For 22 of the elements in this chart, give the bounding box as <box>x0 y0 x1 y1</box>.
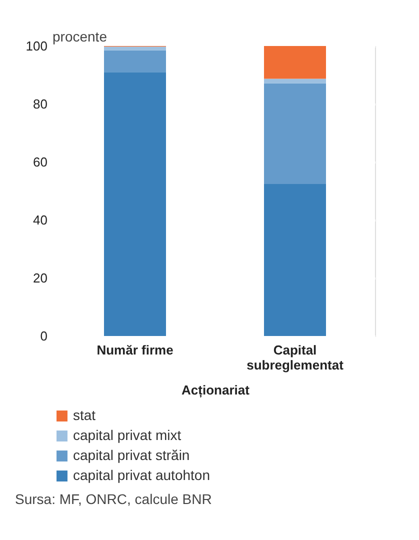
bar <box>264 184 326 336</box>
y-tick-label: 80 <box>33 96 48 112</box>
y-tick-label: 60 <box>33 154 48 170</box>
bar <box>104 50 166 72</box>
y-tick-label: 40 <box>33 212 48 228</box>
y-tick-label: 20 <box>33 270 48 286</box>
x-tick-label: Număr firme <box>96 342 174 358</box>
x-tick-label: Capital subreglementat <box>246 342 344 372</box>
bar <box>264 46 326 79</box>
y-tick-label: 0 <box>40 328 48 344</box>
legend-label: stat <box>73 407 96 423</box>
legend-label: capital privat autohton <box>73 467 210 483</box>
y-axis-title: procente <box>52 28 108 44</box>
legend-label: capital privat străin <box>73 447 190 463</box>
text: Sursa: MF, ONRC, calcule BNR <box>15 491 212 507</box>
x-axis-title: Acționariat <box>182 382 250 398</box>
bar <box>264 78 326 84</box>
bar <box>104 46 166 50</box>
bar <box>104 72 166 336</box>
legend-label: capital privat mixt <box>73 427 182 443</box>
y-tick-label: 100 <box>26 38 48 54</box>
bar <box>264 83 326 184</box>
